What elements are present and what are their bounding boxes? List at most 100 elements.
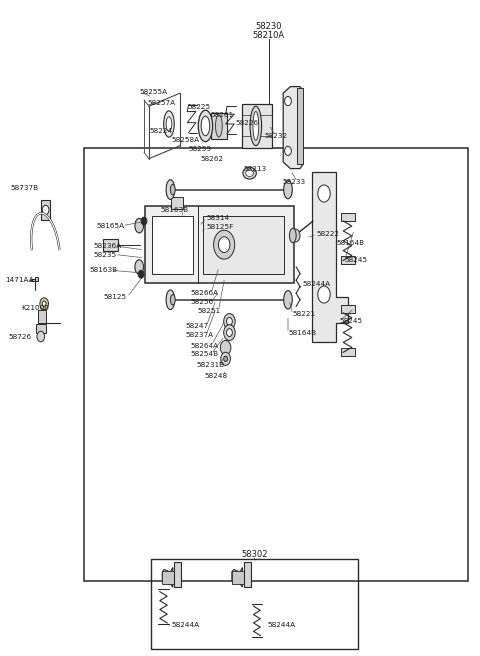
Bar bbox=[103, 239, 118, 251]
Text: 58235: 58235 bbox=[94, 251, 117, 258]
Bar bbox=[36, 324, 46, 333]
Text: 58244A: 58244A bbox=[172, 621, 200, 628]
Text: 58233: 58233 bbox=[282, 178, 305, 185]
Ellipse shape bbox=[253, 112, 259, 140]
Text: 58258A: 58258A bbox=[172, 136, 200, 143]
Bar bbox=[174, 562, 181, 587]
Ellipse shape bbox=[284, 180, 292, 199]
Ellipse shape bbox=[243, 167, 256, 179]
Bar bbox=[242, 104, 272, 148]
Text: 58125: 58125 bbox=[103, 294, 126, 300]
Ellipse shape bbox=[289, 228, 296, 243]
Text: 58222: 58222 bbox=[317, 231, 340, 237]
Text: 58247: 58247 bbox=[185, 323, 208, 329]
Bar bbox=[203, 216, 284, 274]
Circle shape bbox=[227, 329, 232, 337]
Text: 58264A: 58264A bbox=[190, 342, 218, 349]
Ellipse shape bbox=[164, 111, 174, 137]
Bar bbox=[41, 200, 50, 220]
Circle shape bbox=[221, 352, 230, 365]
Ellipse shape bbox=[135, 218, 144, 233]
Polygon shape bbox=[312, 172, 348, 342]
Text: 58254B: 58254B bbox=[190, 351, 218, 358]
Text: 58230: 58230 bbox=[255, 22, 282, 31]
Text: 58125F: 58125F bbox=[206, 224, 234, 230]
Text: 58213: 58213 bbox=[243, 166, 266, 173]
Polygon shape bbox=[30, 277, 38, 281]
Text: 58256: 58256 bbox=[190, 298, 213, 305]
Circle shape bbox=[224, 325, 235, 340]
Bar bbox=[152, 216, 193, 274]
Circle shape bbox=[227, 318, 232, 325]
Polygon shape bbox=[162, 567, 173, 587]
Circle shape bbox=[42, 301, 46, 306]
Text: 58266A: 58266A bbox=[190, 290, 218, 297]
Text: 58244A: 58244A bbox=[268, 621, 296, 628]
Ellipse shape bbox=[250, 106, 262, 146]
Ellipse shape bbox=[284, 291, 292, 309]
Text: 58237A: 58237A bbox=[185, 331, 214, 338]
Circle shape bbox=[40, 298, 48, 310]
Ellipse shape bbox=[201, 116, 210, 136]
Circle shape bbox=[37, 331, 45, 342]
Text: 58248: 58248 bbox=[204, 373, 227, 379]
Bar bbox=[341, 256, 355, 264]
Ellipse shape bbox=[170, 184, 175, 195]
Bar bbox=[171, 197, 183, 209]
Text: 58255A: 58255A bbox=[139, 89, 168, 95]
Bar bbox=[244, 562, 251, 587]
Text: 58261: 58261 bbox=[210, 112, 233, 119]
Bar bbox=[341, 348, 355, 356]
Ellipse shape bbox=[166, 180, 175, 199]
Circle shape bbox=[42, 205, 49, 215]
Text: 58314: 58314 bbox=[206, 215, 229, 221]
Bar bbox=[232, 571, 244, 584]
Text: 58302: 58302 bbox=[241, 550, 268, 559]
Ellipse shape bbox=[198, 110, 213, 142]
Text: 58221: 58221 bbox=[293, 311, 316, 318]
Ellipse shape bbox=[246, 170, 253, 176]
Ellipse shape bbox=[166, 117, 172, 131]
Ellipse shape bbox=[166, 290, 175, 310]
Text: 58245: 58245 bbox=[340, 318, 363, 324]
Circle shape bbox=[218, 237, 230, 253]
Text: 58163B: 58163B bbox=[161, 207, 189, 213]
Ellipse shape bbox=[216, 115, 222, 137]
Polygon shape bbox=[232, 567, 242, 587]
Circle shape bbox=[141, 217, 147, 225]
Text: K21000: K21000 bbox=[22, 305, 49, 312]
Bar bbox=[341, 213, 355, 221]
Bar bbox=[341, 305, 355, 313]
Circle shape bbox=[285, 146, 291, 155]
Text: 58259: 58259 bbox=[188, 146, 211, 152]
Text: 58224: 58224 bbox=[150, 128, 173, 134]
Bar bbox=[38, 310, 46, 323]
Text: 58210A: 58210A bbox=[253, 31, 285, 40]
Bar bbox=[211, 113, 227, 139]
Ellipse shape bbox=[135, 260, 144, 274]
Circle shape bbox=[224, 314, 235, 329]
Circle shape bbox=[318, 185, 330, 202]
Circle shape bbox=[285, 96, 291, 106]
Circle shape bbox=[318, 286, 330, 303]
Circle shape bbox=[138, 270, 144, 278]
Text: 58737B: 58737B bbox=[11, 185, 39, 192]
Text: 58164B: 58164B bbox=[288, 330, 316, 337]
Circle shape bbox=[224, 356, 228, 361]
Bar bbox=[84, 148, 468, 581]
Text: 58245: 58245 bbox=[345, 257, 368, 264]
Polygon shape bbox=[283, 87, 302, 169]
Ellipse shape bbox=[170, 295, 175, 305]
Text: 58231B: 58231B bbox=[197, 362, 225, 369]
Text: 58244A: 58244A bbox=[302, 281, 331, 287]
Text: 58251: 58251 bbox=[198, 308, 221, 314]
Text: 58226: 58226 bbox=[235, 119, 258, 126]
Circle shape bbox=[290, 229, 300, 242]
Text: 58236A: 58236A bbox=[94, 243, 122, 249]
Text: 58163B: 58163B bbox=[90, 267, 118, 274]
Bar bbox=[151, 559, 358, 649]
Text: 58257A: 58257A bbox=[148, 100, 176, 106]
Bar bbox=[162, 571, 174, 584]
Text: 58232: 58232 bbox=[264, 133, 287, 140]
Text: 58726: 58726 bbox=[9, 333, 32, 340]
